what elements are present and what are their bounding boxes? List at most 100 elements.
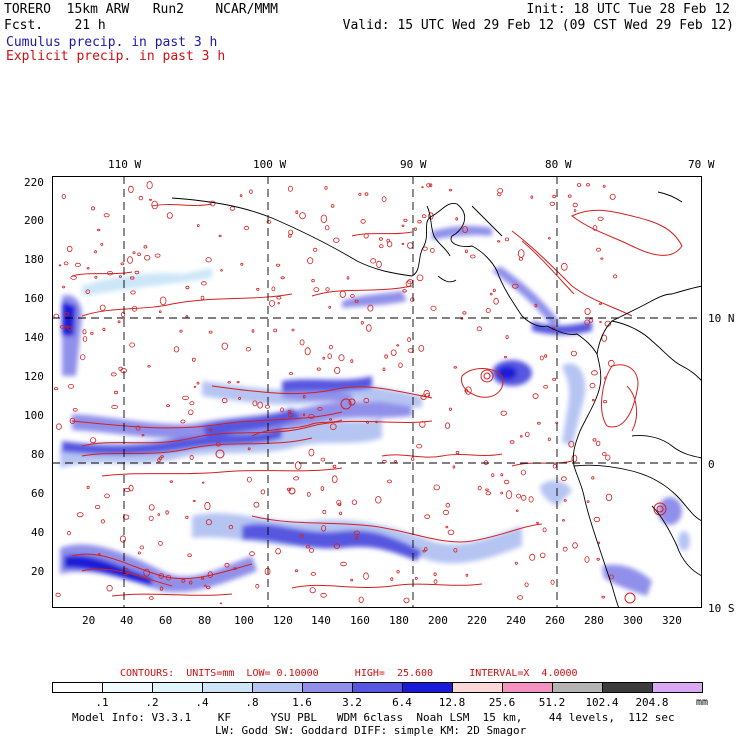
- contour-cell: [117, 320, 121, 324]
- contour-cell: [570, 350, 577, 357]
- contour-cell: [336, 499, 342, 506]
- contour-cell: [493, 297, 499, 305]
- contour-cell: [607, 359, 615, 367]
- contour-cell: [445, 422, 451, 429]
- colorbar-cell: [502, 682, 553, 693]
- contour-cell: [543, 385, 549, 389]
- contour-cell: [159, 310, 162, 314]
- contour-cell: [489, 292, 493, 296]
- contour-cell: [304, 347, 311, 356]
- contour-cell: [86, 485, 90, 489]
- contour-cell: [122, 514, 130, 520]
- contour-cell: [381, 196, 387, 202]
- contour-cell: [308, 448, 315, 457]
- contour-cell: [251, 329, 255, 333]
- contour-cell: [80, 354, 86, 361]
- contour-cell: [196, 381, 200, 385]
- contour-cell: [591, 398, 595, 402]
- contour-cell: [317, 406, 323, 411]
- contour-cell: [346, 276, 350, 280]
- contour-cell: [110, 372, 117, 377]
- contour-cell: [476, 326, 482, 332]
- contour-cell: [59, 325, 66, 329]
- colorbar-label: 102.4: [585, 696, 619, 709]
- contour-cell: [542, 527, 547, 533]
- contour-cell: [157, 513, 161, 516]
- colorbar-label: .1: [95, 696, 109, 709]
- contour-cell: [539, 355, 544, 361]
- contour-cell: [547, 437, 551, 441]
- contour-cell: [260, 489, 266, 495]
- contour-cell: [299, 212, 306, 220]
- contour-cell: [403, 597, 410, 604]
- colorbar-label: 6.4: [392, 696, 412, 709]
- precip-map: [52, 176, 702, 608]
- contour-cell: [306, 491, 311, 497]
- contour-cell: [500, 410, 507, 416]
- contour-cell: [131, 305, 138, 312]
- contour-cell: [528, 496, 534, 503]
- contour-cell: [104, 493, 110, 499]
- contour-cell: [299, 533, 304, 539]
- contour-cell: [200, 295, 205, 301]
- contour-cell: [55, 592, 61, 597]
- contour-cell: [455, 450, 460, 455]
- lon-label: 100 W: [253, 158, 287, 171]
- contour-cell: [320, 457, 326, 462]
- contour-cell: [302, 413, 306, 417]
- contour-cell: [586, 500, 590, 503]
- contour-cell: [350, 294, 355, 298]
- contour-cell: [90, 331, 94, 335]
- contour-cell: [586, 183, 590, 187]
- contour-cell: [159, 296, 167, 306]
- init-time: Init: 18 UTC Tue 28 Feb 12: [526, 2, 731, 17]
- contour-cell: [465, 573, 469, 577]
- contour-cell: [491, 473, 495, 478]
- contour-cell: [169, 480, 174, 483]
- y-tick: 40: [31, 526, 45, 539]
- contour-cell: [562, 546, 568, 552]
- contour-cell: [121, 311, 126, 318]
- contour-cell: [350, 359, 354, 363]
- contour-cell: [419, 421, 426, 428]
- contour-cell: [429, 248, 435, 253]
- contour-cell: [414, 576, 418, 580]
- contour-cell: [102, 327, 106, 332]
- contour-cell: [358, 192, 362, 196]
- contour-cell: [530, 195, 534, 199]
- explicit-legend: Explicit precip. in past 3 h: [6, 49, 226, 64]
- lat-label: 10 N: [708, 312, 735, 325]
- contour-cell: [257, 401, 263, 409]
- contour-cell: [517, 595, 524, 600]
- contour-cell: [382, 367, 386, 372]
- contour-cell: [320, 592, 327, 598]
- contour-cell: [151, 200, 158, 210]
- contour-cell: [351, 499, 357, 505]
- contour-cell: [568, 440, 575, 448]
- contour-cell: [500, 491, 504, 495]
- contour-cell: [509, 440, 515, 444]
- contour-cell: [253, 501, 260, 508]
- contour-cell: [401, 242, 405, 246]
- contour-cell: [85, 289, 91, 295]
- contour-cell: [181, 578, 186, 583]
- contour-cell: [189, 401, 195, 406]
- contour-cell: [132, 251, 136, 254]
- contour-cell: [589, 382, 596, 389]
- contour-cell: [411, 457, 415, 461]
- lon-label: 80 W: [545, 158, 572, 171]
- contour-cell: [520, 469, 526, 476]
- contour-cell: [100, 243, 104, 246]
- contour-cell: [549, 201, 555, 206]
- contour-cell: [375, 420, 378, 424]
- colorbar-cell: [202, 682, 253, 693]
- x-tick: 40: [120, 614, 134, 627]
- contour-cell: [97, 553, 101, 556]
- y-tick: 220: [24, 176, 44, 189]
- x-tick: 300: [623, 614, 643, 627]
- contour-cell: [599, 320, 602, 323]
- contour-cell: [123, 567, 129, 576]
- contour-cell: [407, 337, 412, 343]
- contour-cell: [294, 461, 302, 470]
- contour-cell: [350, 578, 354, 582]
